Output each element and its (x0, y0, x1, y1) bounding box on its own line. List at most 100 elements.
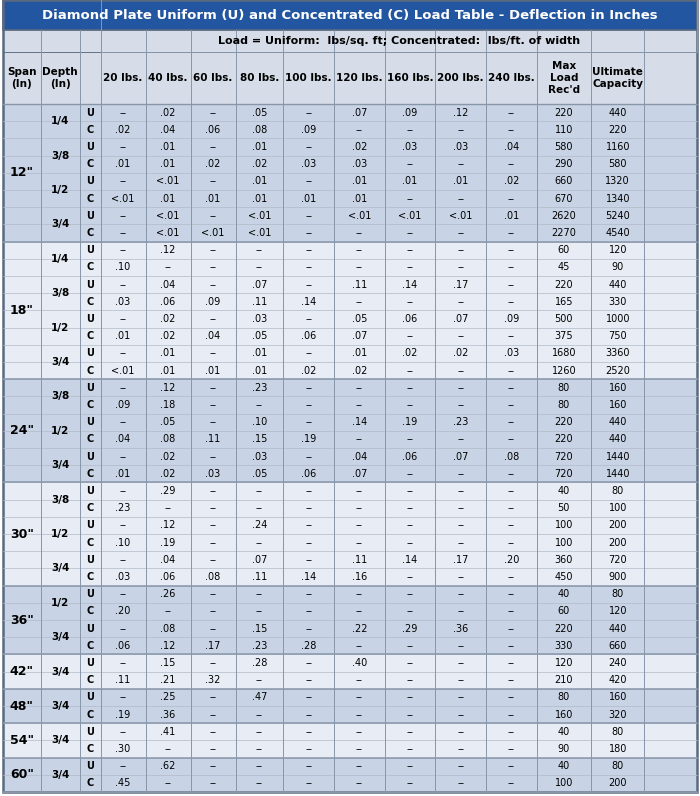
Bar (101, 0, 697, 52)
Text: .01: .01 (252, 365, 267, 376)
Text: .62: .62 (160, 761, 176, 771)
Text: 1320: 1320 (606, 177, 630, 186)
Text: .01: .01 (116, 159, 131, 170)
Text: 80: 80 (558, 693, 570, 702)
Text: --: -- (305, 417, 312, 427)
Text: --: -- (457, 607, 464, 616)
Text: 48": 48" (10, 700, 34, 712)
Text: 200: 200 (608, 778, 627, 788)
Text: 440: 440 (608, 107, 627, 118)
Text: --: -- (209, 778, 216, 788)
Text: .05: .05 (252, 469, 267, 479)
Text: --: -- (508, 693, 514, 702)
Text: --: -- (407, 503, 414, 513)
Text: --: -- (457, 641, 464, 651)
Text: 750: 750 (608, 331, 627, 341)
Text: <.01: <.01 (156, 211, 180, 220)
Text: .23: .23 (453, 417, 468, 427)
Text: .25: .25 (160, 693, 176, 702)
Text: --: -- (356, 641, 363, 651)
Bar (3, 30, 101, 52)
Text: --: -- (120, 521, 127, 530)
Text: .06: .06 (402, 451, 418, 462)
Text: Depth
(In): Depth (In) (43, 67, 78, 89)
Text: U: U (86, 486, 94, 496)
Text: 1/2: 1/2 (51, 529, 69, 539)
Text: --: -- (209, 727, 216, 737)
Text: 100: 100 (554, 537, 573, 548)
Text: --: -- (305, 744, 312, 754)
Text: 1/2: 1/2 (51, 426, 69, 435)
Text: --: -- (407, 658, 414, 668)
Text: --: -- (407, 641, 414, 651)
Text: 1440: 1440 (606, 469, 630, 479)
Text: --: -- (209, 744, 216, 754)
Bar (3, 586, 697, 654)
Text: --: -- (305, 623, 312, 634)
Text: --: -- (256, 744, 263, 754)
Text: 80: 80 (612, 761, 624, 771)
Text: --: -- (356, 521, 363, 530)
Text: Load = Uniform:  lbs/sq. ft; Concentrated:  lbs/ft. of width: Load = Uniform: lbs/sq. ft; Concentrated… (218, 36, 580, 46)
Text: .17: .17 (453, 279, 468, 290)
Text: --: -- (256, 709, 263, 720)
Text: .02: .02 (205, 159, 220, 170)
Text: --: -- (508, 245, 514, 256)
Text: .15: .15 (252, 623, 267, 634)
Text: --: -- (305, 177, 312, 186)
Text: --: -- (305, 314, 312, 324)
Text: --: -- (457, 435, 464, 444)
Text: .12: .12 (160, 641, 176, 651)
Text: .06: .06 (206, 125, 220, 135)
Text: .10: .10 (116, 537, 131, 548)
Text: --: -- (120, 177, 127, 186)
Text: .11: .11 (252, 572, 267, 582)
Text: Ultimate
Capacity: Ultimate Capacity (592, 67, 643, 89)
Text: --: -- (209, 211, 216, 220)
Text: --: -- (508, 400, 514, 410)
Text: --: -- (457, 521, 464, 530)
Text: 18": 18" (10, 304, 34, 317)
Text: 160: 160 (554, 709, 573, 720)
Text: --: -- (407, 228, 414, 238)
Text: U: U (86, 623, 94, 634)
Text: .06: .06 (116, 641, 131, 651)
Text: 290: 290 (554, 159, 573, 170)
Text: .45: .45 (116, 778, 131, 788)
Text: .06: .06 (160, 297, 176, 306)
Text: .19: .19 (160, 537, 176, 548)
Text: .08: .08 (504, 451, 519, 462)
Text: C: C (87, 778, 94, 788)
Text: .02: .02 (160, 331, 176, 341)
Text: .12: .12 (160, 245, 176, 256)
Text: U: U (86, 107, 94, 118)
Text: .23: .23 (252, 383, 267, 392)
Text: .03: .03 (402, 142, 418, 152)
Text: 12": 12" (10, 166, 34, 179)
Text: --: -- (120, 658, 127, 668)
Text: 3360: 3360 (606, 349, 630, 358)
Text: --: -- (457, 658, 464, 668)
Text: 330: 330 (608, 297, 627, 306)
Text: 100: 100 (554, 778, 573, 788)
Text: 1000: 1000 (606, 314, 630, 324)
Text: .06: .06 (160, 572, 176, 582)
Text: --: -- (508, 297, 514, 306)
Text: --: -- (508, 537, 514, 548)
Text: U: U (86, 417, 94, 427)
Text: 100 lbs.: 100 lbs. (286, 73, 332, 83)
Text: U: U (86, 658, 94, 668)
Text: --: -- (356, 228, 363, 238)
Text: --: -- (508, 193, 514, 204)
Text: --: -- (256, 778, 263, 788)
Text: --: -- (305, 761, 312, 771)
Text: .01: .01 (206, 193, 220, 204)
Text: --: -- (407, 331, 414, 341)
Text: C: C (87, 709, 94, 720)
Text: .02: .02 (402, 349, 418, 358)
Text: --: -- (209, 142, 216, 152)
Text: 360: 360 (554, 555, 573, 565)
Text: --: -- (407, 778, 414, 788)
Text: --: -- (120, 383, 127, 392)
Text: --: -- (407, 297, 414, 306)
